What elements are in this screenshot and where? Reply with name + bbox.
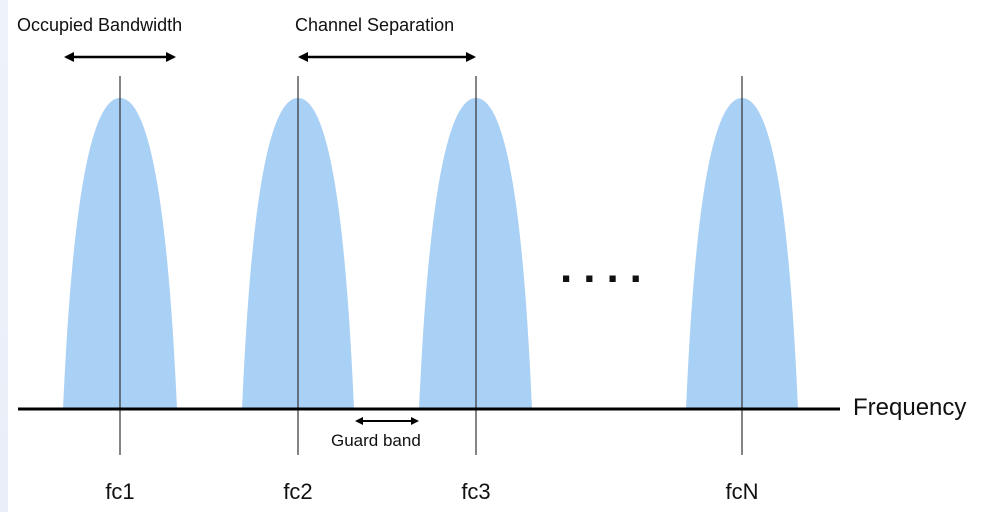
ellipsis-label: ....	[560, 243, 653, 292]
frequency-axis-label: Frequency	[853, 394, 966, 421]
guard-band-label: Guard band	[331, 431, 421, 450]
fc2-label: fc2	[283, 479, 312, 504]
fc3-label: fc3	[461, 479, 490, 504]
channel-separation-label: Channel Separation	[295, 15, 454, 35]
fcN-label: fcN	[726, 479, 759, 504]
occupied-bandwidth-label: Occupied Bandwidth	[17, 15, 182, 35]
fc1-label: fc1	[105, 479, 134, 504]
